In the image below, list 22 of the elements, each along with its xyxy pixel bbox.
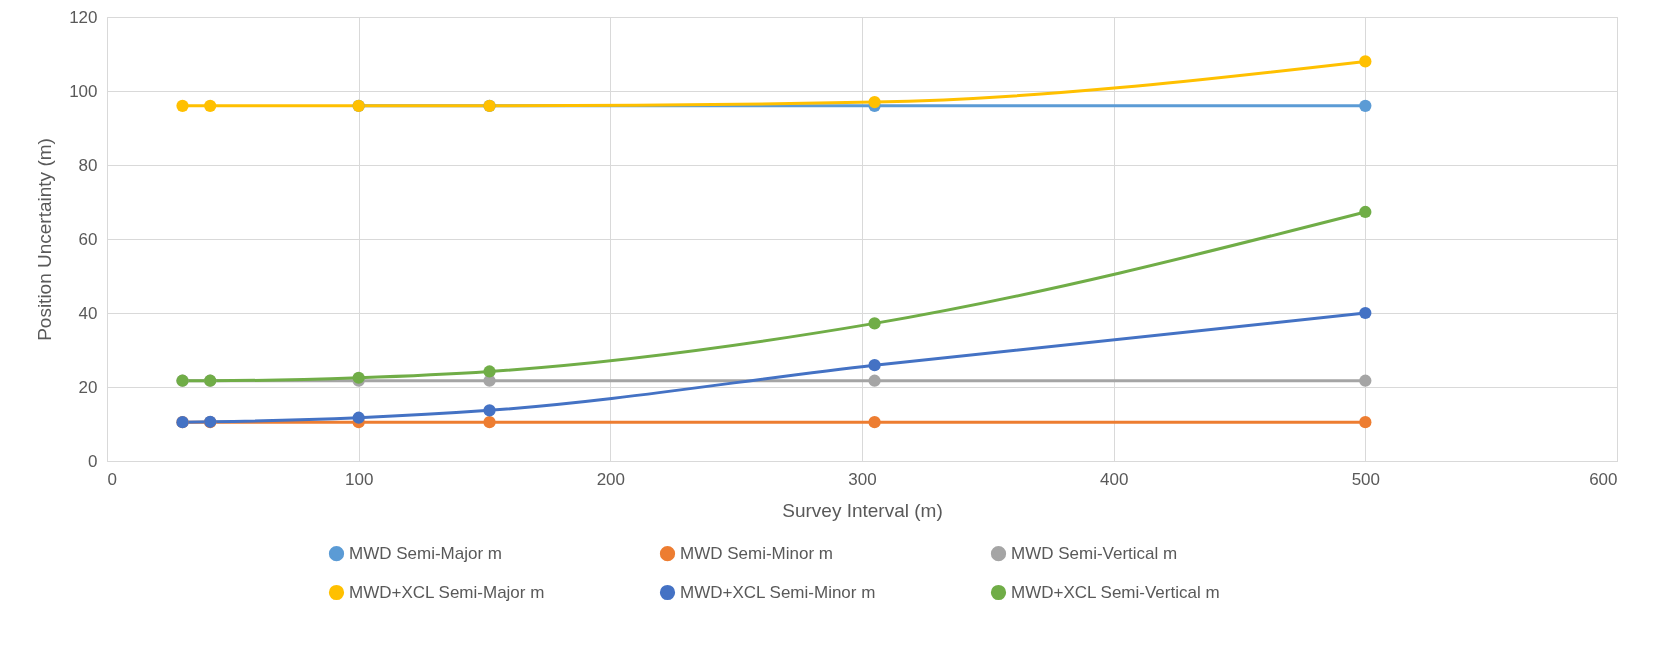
legend-label: MWD+XCL Semi-Minor m <box>680 582 876 602</box>
y-tick-label: 80 <box>78 155 98 175</box>
y-tick-label: 100 <box>69 81 98 101</box>
y-tick-label: 120 <box>69 7 98 27</box>
y-tick-label: 20 <box>78 377 98 397</box>
x-tick-label: 400 <box>1099 469 1129 489</box>
legend-label: MWD+XCL Semi-Vertical m <box>1011 582 1220 602</box>
x-tick-label: 100 <box>344 469 374 489</box>
x-axis-title: Survey Interval (m) <box>782 499 943 521</box>
x-tick-label: 300 <box>848 469 877 489</box>
y-tick-label: 40 <box>78 303 98 323</box>
legend-label: MWD+XCL Semi-Major m <box>349 582 545 602</box>
y-tick-label: 0 <box>88 451 98 471</box>
legend-label: MWD Semi-Minor m <box>680 543 833 563</box>
legend-label: MWD Semi-Major m <box>349 543 502 563</box>
y-axis-title: Position Uncertainty (m) <box>34 138 56 341</box>
x-tick-label: 600 <box>1589 469 1618 489</box>
x-tick-label: 0 <box>107 469 117 489</box>
legend-label: MWD Semi-Vertical m <box>1011 543 1178 563</box>
y-tick-label: 60 <box>78 229 98 249</box>
x-tick-label: 500 <box>1351 469 1381 489</box>
x-tick-label: 200 <box>596 469 626 489</box>
